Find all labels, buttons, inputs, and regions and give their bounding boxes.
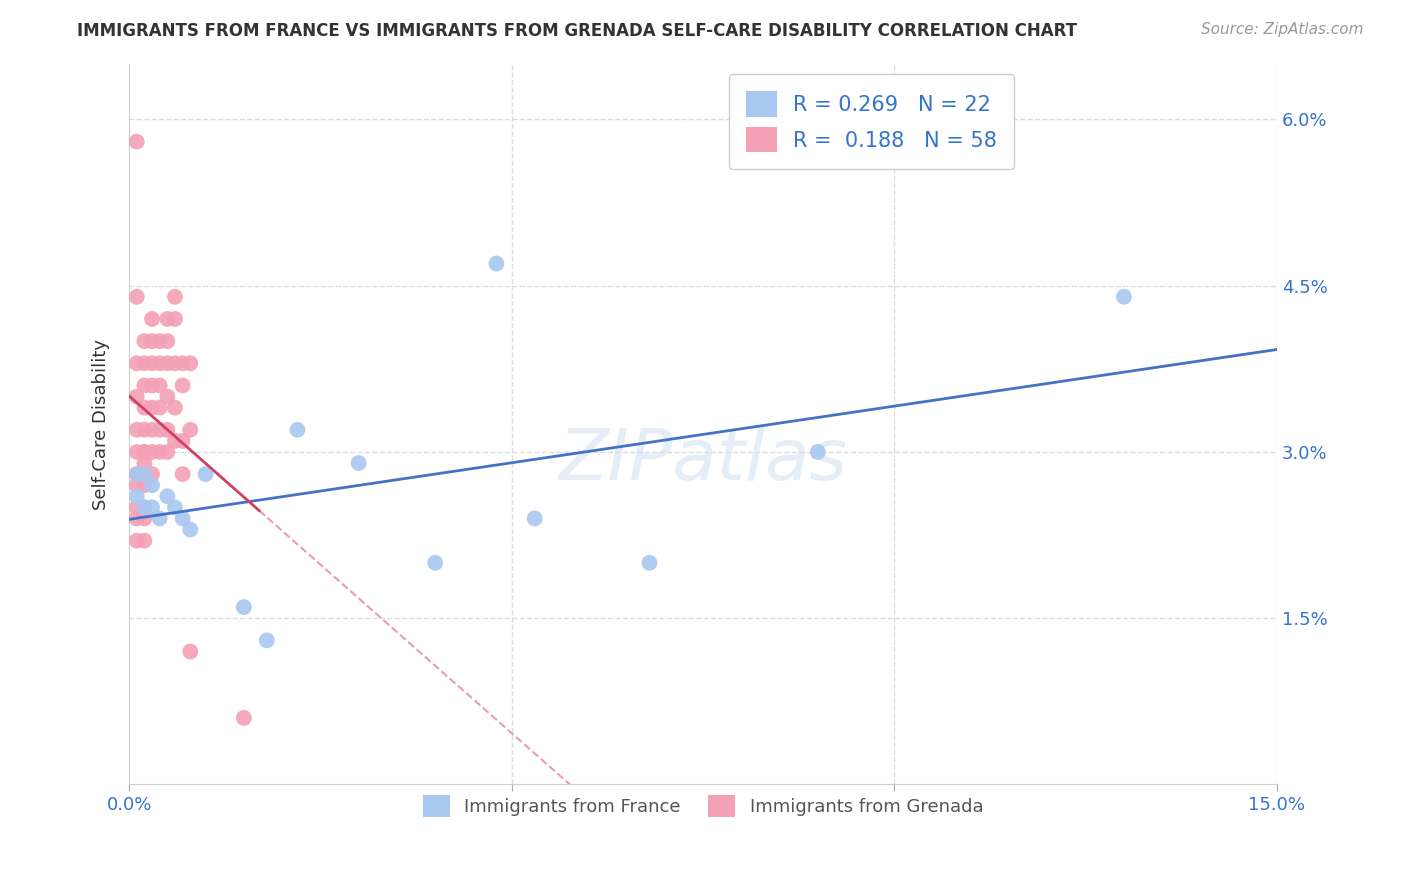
Point — [125, 423, 148, 437]
Point — [125, 390, 148, 404]
Point — [134, 445, 156, 459]
Point — [141, 467, 163, 482]
Point — [125, 533, 148, 548]
Point — [287, 423, 309, 437]
Point — [125, 356, 148, 370]
Point — [172, 434, 194, 448]
Point — [156, 423, 179, 437]
Point — [163, 434, 186, 448]
Point — [149, 511, 172, 525]
Point — [141, 423, 163, 437]
Point — [134, 445, 156, 459]
Point — [179, 644, 201, 658]
Point — [156, 334, 179, 348]
Point — [485, 256, 508, 270]
Point — [807, 445, 830, 459]
Point — [134, 500, 156, 515]
Point — [156, 390, 179, 404]
Point — [141, 445, 163, 459]
Point — [638, 556, 661, 570]
Point — [125, 489, 148, 503]
Point — [172, 467, 194, 482]
Point — [194, 467, 217, 482]
Point — [163, 290, 186, 304]
Point — [125, 500, 148, 515]
Point — [134, 401, 156, 415]
Point — [172, 356, 194, 370]
Point — [172, 511, 194, 525]
Point — [125, 135, 148, 149]
Point — [134, 533, 156, 548]
Point — [134, 423, 156, 437]
Point — [134, 456, 156, 470]
Point — [163, 500, 186, 515]
Point — [163, 312, 186, 326]
Point — [149, 378, 172, 392]
Point — [134, 378, 156, 392]
Point — [141, 500, 163, 515]
Point — [156, 356, 179, 370]
Legend: Immigrants from France, Immigrants from Grenada: Immigrants from France, Immigrants from … — [413, 786, 993, 826]
Point — [134, 467, 156, 482]
Point — [141, 312, 163, 326]
Point — [156, 312, 179, 326]
Point — [232, 711, 254, 725]
Y-axis label: Self-Care Disability: Self-Care Disability — [93, 339, 110, 509]
Point — [179, 523, 201, 537]
Point — [125, 478, 148, 492]
Point — [141, 334, 163, 348]
Point — [134, 511, 156, 525]
Point — [179, 423, 201, 437]
Point — [134, 467, 156, 482]
Point — [425, 556, 447, 570]
Text: IMMIGRANTS FROM FRANCE VS IMMIGRANTS FROM GRENADA SELF-CARE DISABILITY CORRELATI: IMMIGRANTS FROM FRANCE VS IMMIGRANTS FRO… — [77, 22, 1077, 40]
Point — [125, 445, 148, 459]
Point — [163, 401, 186, 415]
Point — [1112, 290, 1135, 304]
Point — [134, 356, 156, 370]
Point — [149, 445, 172, 459]
Text: Source: ZipAtlas.com: Source: ZipAtlas.com — [1201, 22, 1364, 37]
Point — [141, 401, 163, 415]
Text: ZIPatlas: ZIPatlas — [558, 425, 848, 495]
Point — [134, 500, 156, 515]
Point — [523, 511, 546, 525]
Point — [179, 356, 201, 370]
Point — [149, 356, 172, 370]
Point — [149, 334, 172, 348]
Point — [156, 445, 179, 459]
Point — [125, 290, 148, 304]
Point — [232, 600, 254, 615]
Point — [256, 633, 278, 648]
Point — [134, 334, 156, 348]
Point — [125, 467, 148, 482]
Point — [141, 378, 163, 392]
Point — [141, 356, 163, 370]
Point — [125, 467, 148, 482]
Point — [163, 356, 186, 370]
Point — [125, 511, 148, 525]
Point — [141, 478, 163, 492]
Point — [134, 467, 156, 482]
Point — [149, 401, 172, 415]
Point — [149, 423, 172, 437]
Point — [156, 489, 179, 503]
Point — [347, 456, 370, 470]
Point — [172, 378, 194, 392]
Point — [134, 478, 156, 492]
